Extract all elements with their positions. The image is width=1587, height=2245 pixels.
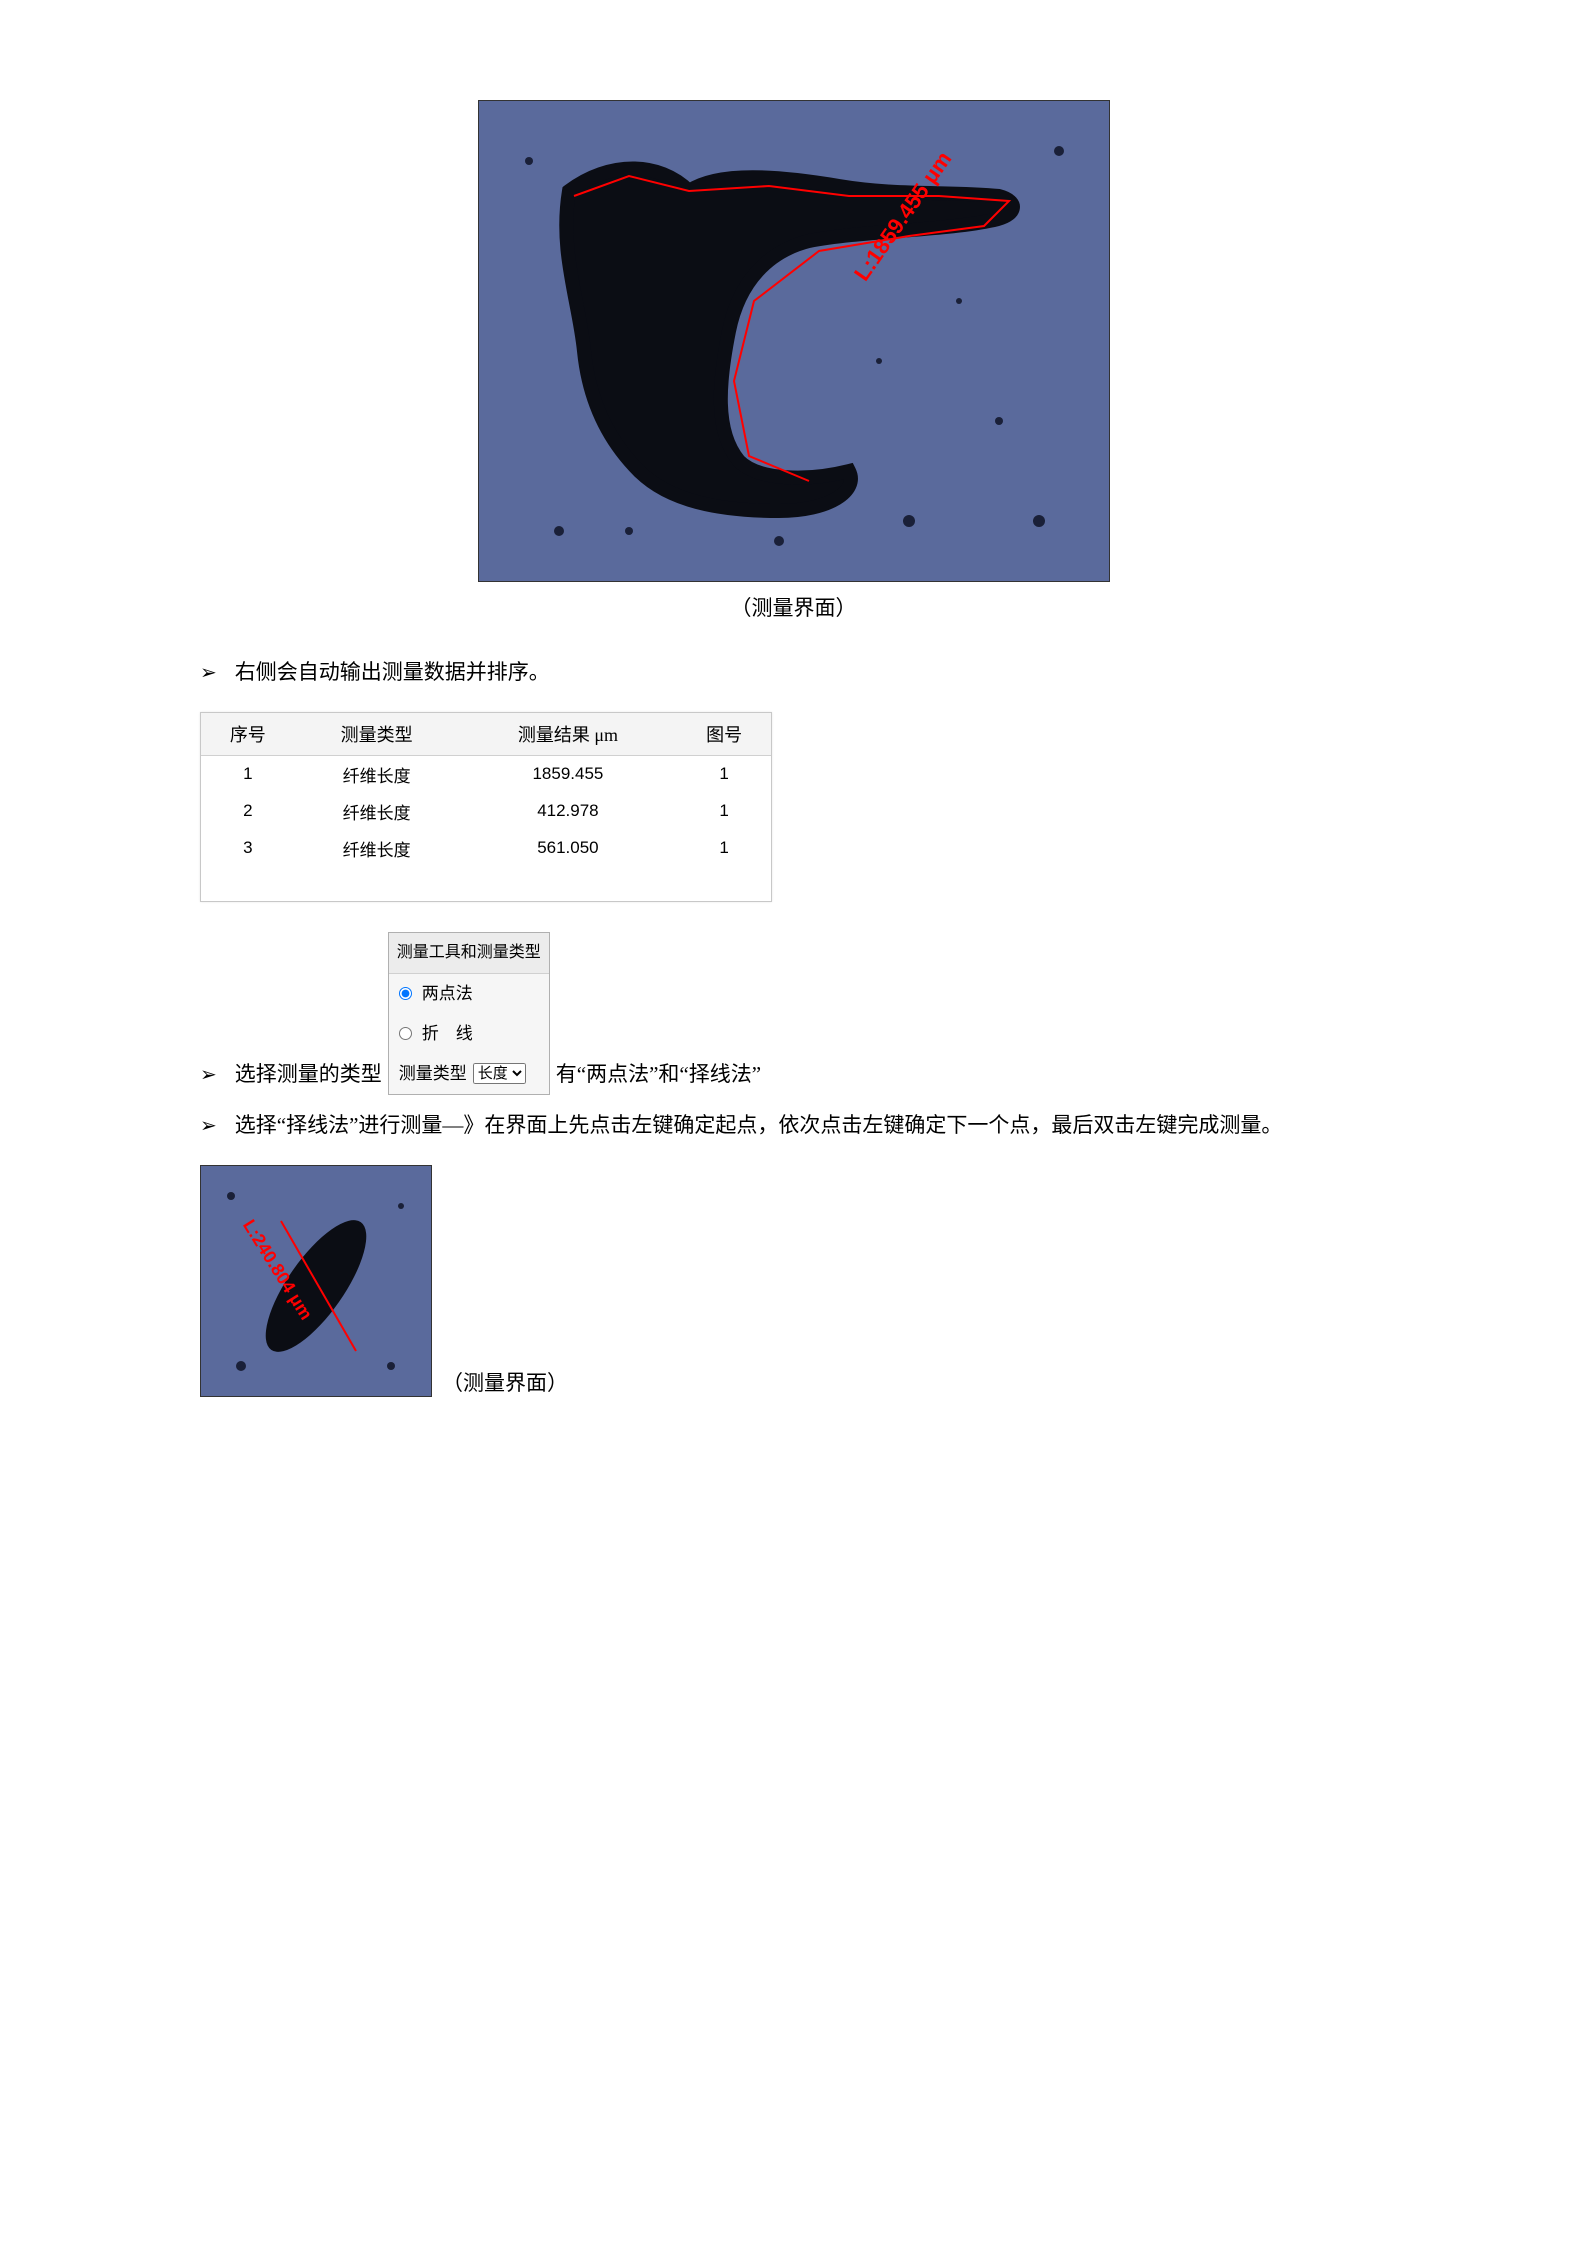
figure-1-block: L:1859.455 μm （测量界面） <box>170 100 1417 642</box>
table-row: 1 纤维长度 1859.455 1 <box>201 755 771 793</box>
measurement-table: 序号 测量类型 测量结果 μm 图号 1 纤维长度 1859.455 1 2 纤… <box>200 712 772 902</box>
figure-1-image: L:1859.455 μm <box>478 100 1110 582</box>
bullet-3-text: 选择“择线法”进行测量—》在界面上先点击左键确定起点，依次点击左键确定下一个点，… <box>235 1107 1417 1145</box>
bullet-1-text: 右侧会自动输出测量数据并排序。 <box>235 654 1417 692</box>
cell: 纤维长度 <box>295 830 459 867</box>
th-result: 测量结果 μm <box>459 713 678 756</box>
radio-two-point[interactable] <box>399 987 412 1000</box>
tool-panel-opt1-row[interactable]: 两点法 <box>389 974 549 1014</box>
cell: 1859.455 <box>459 755 678 793</box>
cell: 1 <box>201 755 295 793</box>
cell: 1 <box>677 793 771 830</box>
bullet-arrow-icon: ➢ <box>200 655 217 691</box>
radio-two-point-label: 两点法 <box>422 977 473 1011</box>
radio-polyline[interactable] <box>399 1027 412 1040</box>
table-row: 2 纤维长度 412.978 1 <box>201 793 771 830</box>
bullet-2: ➢ 选择测量的类型 测量工具和测量类型 两点法 折 线 测量类型 长度 有“两点… <box>200 932 1417 1095</box>
cell: 561.050 <box>459 830 678 867</box>
th-figno: 图号 <box>677 713 771 756</box>
tool-panel-type-row: 测量类型 长度 <box>389 1054 549 1094</box>
bullet-arrow-icon: ➢ <box>200 1108 217 1144</box>
cell: 1 <box>677 755 771 793</box>
th-type: 测量类型 <box>295 713 459 756</box>
cell: 412.978 <box>459 793 678 830</box>
bullet-1: ➢ 右侧会自动输出测量数据并排序。 <box>200 654 1417 692</box>
cell: 纤维长度 <box>295 755 459 793</box>
cell: 1 <box>677 830 771 867</box>
cell: 纤维长度 <box>295 793 459 830</box>
table-header-row: 序号 测量类型 测量结果 μm 图号 <box>201 713 771 756</box>
th-index: 序号 <box>201 713 295 756</box>
cell: 2 <box>201 793 295 830</box>
table-row <box>201 867 771 901</box>
radio-polyline-label: 折 线 <box>422 1017 473 1051</box>
type-select[interactable]: 长度 <box>473 1063 526 1084</box>
figure-2-image: L:240.804 μm <box>200 1165 432 1397</box>
table-row: 3 纤维长度 561.050 1 <box>201 830 771 867</box>
tool-panel: 测量工具和测量类型 两点法 折 线 测量类型 长度 <box>388 932 550 1095</box>
figure-2-block: L:240.804 μm （测量界面） <box>170 1165 1417 1397</box>
cell: 3 <box>201 830 295 867</box>
tool-panel-title: 测量工具和测量类型 <box>389 933 549 974</box>
tool-panel-opt2-row[interactable]: 折 线 <box>389 1014 549 1054</box>
bullet-3: ➢ 选择“择线法”进行测量—》在界面上先点击左键确定起点，依次点击左键确定下一个… <box>200 1107 1417 1145</box>
type-label: 测量类型 <box>399 1057 467 1091</box>
figure-2-caption: （测量界面） <box>442 1367 568 1397</box>
bullet-2-suffix: 有“两点法”和“择线法” <box>556 1053 761 1095</box>
bullet-arrow-icon: ➢ <box>200 1055 217 1095</box>
figure-1-caption: （测量界面） <box>731 592 857 622</box>
bullet-2-prefix: 选择测量的类型 <box>235 1053 382 1095</box>
